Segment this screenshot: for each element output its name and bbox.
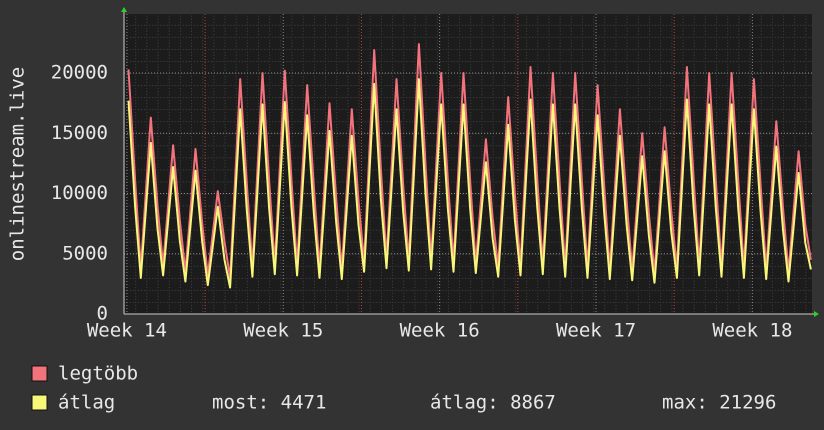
axis-arrow <box>121 7 127 12</box>
y-axis-label: onlinestream.live <box>7 67 29 261</box>
x-tick-label: Week 18 <box>712 320 792 342</box>
y-tick-label: 15000 <box>51 122 108 144</box>
legend-label: átlag <box>58 392 115 414</box>
x-tick-label: Week 16 <box>400 320 480 342</box>
legend-swatch <box>31 365 48 382</box>
y-tick-label: 20000 <box>51 62 108 84</box>
series-line <box>127 43 812 279</box>
series-line <box>127 78 812 289</box>
x-tick-label: Week 14 <box>87 320 167 342</box>
y-tick-label: 10000 <box>51 182 108 204</box>
y-tick-label: 5000 <box>62 242 108 264</box>
stat: max: 21296 <box>662 392 776 414</box>
y-tick-label: 0 <box>97 303 108 325</box>
legend-label: legtöbb <box>58 363 138 385</box>
axis-arrow <box>814 311 819 317</box>
stat: átlag: 8867 <box>430 392 556 414</box>
legend-swatch <box>31 394 48 411</box>
x-tick-label: Week 15 <box>243 320 323 342</box>
x-tick-label: Week 17 <box>556 320 636 342</box>
stat: most: 4471 <box>212 392 326 414</box>
